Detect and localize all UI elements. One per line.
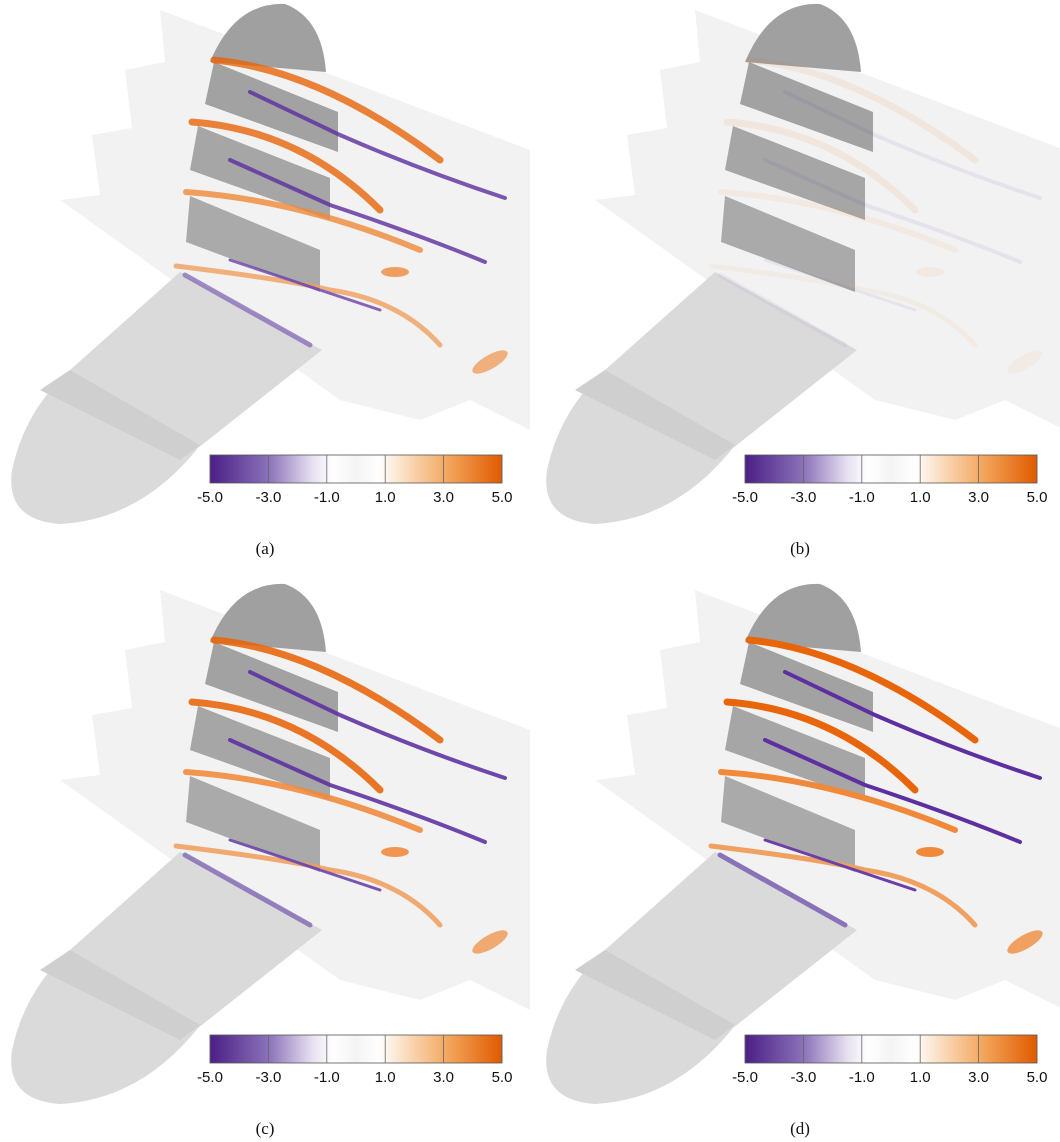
colorbar-tick-label: -5.0 — [732, 1069, 758, 1086]
colorbar — [745, 455, 1037, 483]
colorbar-tick-label: 3.0 — [968, 1069, 989, 1086]
colorbar — [210, 1035, 502, 1063]
geometry — [546, 584, 1060, 1104]
colorbar-tick-label: 3.0 — [433, 489, 454, 506]
geometry — [11, 4, 530, 524]
panel-label: (b) — [790, 539, 810, 558]
geometry — [11, 584, 530, 1104]
colorbar-tick-label: 5.0 — [492, 1069, 513, 1086]
panel: -5.0 -3.0 -1.0 1.0 3.0 5.0 (d) — [546, 584, 1060, 1138]
colorbar-tick-label: -3.0 — [255, 489, 281, 506]
colorbar-tick-label: -3.0 — [790, 489, 816, 506]
colorbar-tick-label: -1.0 — [849, 1069, 875, 1086]
colorbar-tick-label: 5.0 — [1027, 1069, 1048, 1086]
colorbar-tick-label: -5.0 — [197, 489, 223, 506]
colorbar — [745, 1035, 1037, 1063]
colorbar-tick-label: -3.0 — [255, 1069, 281, 1086]
panel: -5.0 -3.0 -1.0 1.0 3.0 5.0 (b) — [546, 4, 1060, 558]
colorbar — [210, 455, 502, 483]
panel: -5.0 -3.0 -1.0 1.0 3.0 5.0 (c) — [11, 584, 530, 1138]
colorbar-tick-label: -3.0 — [790, 1069, 816, 1086]
panel-label: (d) — [790, 1119, 810, 1138]
colorbar-tick-label: 3.0 — [968, 489, 989, 506]
colorbar-tick-label: 1.0 — [375, 1069, 396, 1086]
geometry — [546, 4, 1060, 524]
panel-label: (a) — [256, 539, 275, 558]
colorbar-tick-label: 5.0 — [492, 489, 513, 506]
colorbar-tick-label: -5.0 — [197, 1069, 223, 1086]
colorbar-tick-label: 1.0 — [910, 489, 931, 506]
colorbar-tick-label: -1.0 — [314, 489, 340, 506]
colorbar-tick-label: -1.0 — [314, 1069, 340, 1086]
panel-label: (c) — [256, 1119, 275, 1138]
panel: -5.0 -3.0 -1.0 1.0 3.0 5.0 (a) — [11, 4, 530, 558]
figure: -5.0 -3.0 -1.0 1.0 3.0 5.0 (a) -5.0 -3.0 -1.0 1.0 3… — [0, 0, 1060, 1142]
colorbar-tick-label: 1.0 — [910, 1069, 931, 1086]
colorbar-tick-label: 5.0 — [1027, 489, 1048, 506]
colorbar-tick-label: -1.0 — [849, 489, 875, 506]
colorbar-tick-label: 3.0 — [433, 1069, 454, 1086]
colorbar-tick-label: -5.0 — [732, 489, 758, 506]
colorbar-tick-label: 1.0 — [375, 489, 396, 506]
